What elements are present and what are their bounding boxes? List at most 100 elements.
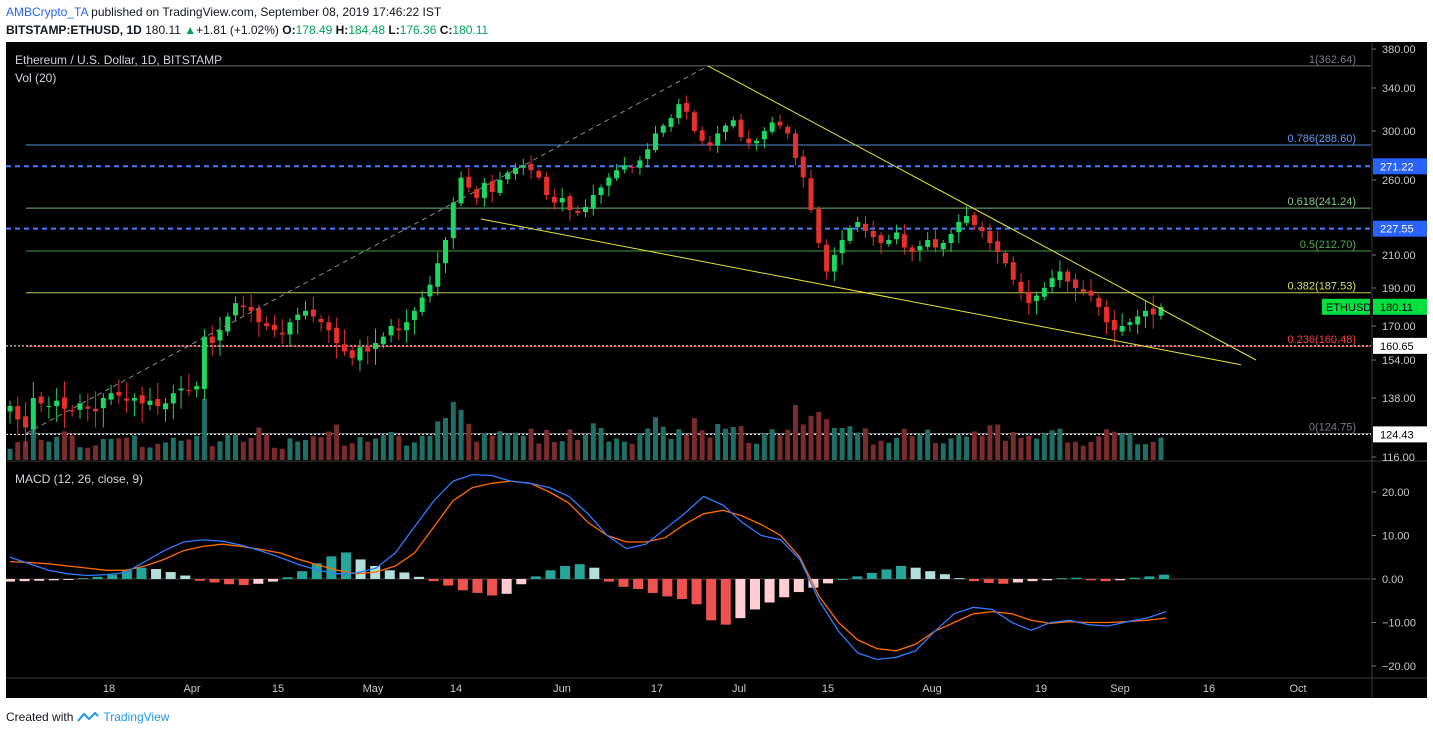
candle-body — [194, 386, 200, 390]
macd-histogram-bar — [1159, 574, 1169, 579]
time-tick-label: 16 — [1203, 683, 1215, 695]
publish-info: AMBCrypto_TA published on TradingView.co… — [6, 5, 441, 19]
candle-body — [93, 408, 99, 412]
volume-bar — [606, 441, 612, 460]
macd-histogram-bar — [1027, 579, 1038, 582]
candle-body — [474, 189, 480, 198]
price-tick-label: 170.00 — [1382, 321, 1416, 333]
volume-bar — [878, 440, 884, 460]
volume-bar — [979, 435, 985, 460]
candle-body — [295, 314, 301, 320]
macd-histogram-bar — [910, 567, 921, 579]
candle-body — [404, 322, 410, 331]
macd-histogram-bar — [384, 570, 395, 579]
ethusd-tag-label: ETHUSD — [1326, 302, 1371, 314]
chart-title: Ethereum / U.S. Dollar, 1D, BITSTAMP — [15, 53, 222, 67]
candle-body — [147, 400, 153, 405]
fib-level-label: 1(362.64) — [1309, 54, 1356, 66]
level-tag — [1373, 337, 1427, 354]
candle-body — [497, 180, 503, 193]
volume-bar — [1034, 438, 1040, 460]
volume-bar — [1119, 433, 1125, 460]
macd-histogram-bar — [282, 577, 293, 579]
close-label: C: — [439, 23, 453, 37]
volume-bar — [699, 430, 705, 460]
volume-bar — [590, 423, 596, 460]
time-tick-label: Jun — [553, 683, 571, 695]
candle-body — [715, 133, 721, 146]
candle-body — [761, 131, 767, 140]
price-tick-label: 380.00 — [1382, 44, 1416, 56]
candle-body — [909, 247, 915, 252]
volume-bar — [1142, 444, 1148, 460]
candle-body — [956, 222, 962, 233]
author-link[interactable]: AMBCrypto_TA — [6, 5, 88, 19]
volume-bar — [357, 437, 363, 460]
symbol: BITSTAMP:ETHUSD, 1D — [6, 23, 142, 37]
candle-body — [419, 297, 425, 312]
candle-body — [668, 118, 674, 127]
macd-histogram-bar — [180, 575, 191, 579]
candle-body — [1135, 316, 1141, 325]
volume-bar — [256, 427, 262, 460]
tradingview-brand[interactable]: TradingView — [103, 710, 170, 724]
candle-body — [824, 244, 830, 272]
volume-bar — [909, 436, 915, 460]
macd-histogram-bar — [969, 579, 980, 582]
macd-histogram-bar — [589, 567, 600, 579]
candle-body — [839, 240, 845, 254]
volume-bar — [746, 442, 752, 460]
macd-histogram-bar — [662, 579, 673, 597]
volume-bar — [1026, 435, 1032, 460]
candle-body — [551, 196, 557, 203]
volume-bar — [637, 433, 643, 460]
candle-body — [925, 240, 931, 247]
macd-histogram-bar — [735, 579, 746, 619]
macd-histogram-bar — [428, 579, 439, 582]
volume-bar — [792, 405, 798, 460]
macd-histogram-bar — [823, 579, 834, 584]
volume-bar — [474, 441, 480, 460]
volume-bar — [1088, 441, 1094, 460]
macd-histogram-bar — [151, 568, 162, 579]
candle-body — [256, 308, 262, 323]
volume-bar — [217, 441, 223, 460]
volume-bar — [1127, 433, 1133, 460]
volume-bar — [411, 442, 417, 460]
candle-body — [917, 246, 923, 251]
macd-tick-label: 10.00 — [1382, 531, 1410, 543]
macd-histogram-bar — [457, 579, 468, 591]
macd-histogram-bar — [92, 576, 103, 579]
volume-bar — [567, 429, 573, 460]
volume-bar — [971, 431, 977, 460]
macd-histogram-bar — [1129, 577, 1140, 579]
volume-bar — [1135, 444, 1141, 460]
volume-bar — [341, 445, 347, 460]
macd-histogram-bar — [749, 579, 760, 610]
chart-area[interactable]: 1(362.64) 0.786(288.60) 0.618(241.24) 0.5(2… — [5, 42, 1427, 698]
chart-canvas[interactable]: 1(362.64) 0.786(288.60) 0.618(241.24) 0.5(2… — [5, 42, 1427, 698]
candle-body — [248, 307, 254, 311]
volume-bar — [824, 419, 830, 460]
macd-histogram-bar — [1071, 577, 1082, 579]
macd-histogram-bar — [1115, 579, 1126, 581]
candle-body — [310, 309, 316, 317]
candle-body — [287, 322, 293, 335]
volume-bar — [481, 433, 487, 460]
candle-body — [201, 336, 207, 389]
candle-body — [964, 216, 970, 223]
volume-bar — [551, 441, 557, 460]
volume-bar — [722, 428, 728, 460]
candle-body — [800, 156, 806, 178]
macd-histogram-bar — [1042, 579, 1053, 581]
macd-histogram-bar — [779, 579, 790, 598]
candle-body — [901, 234, 907, 248]
candle-body — [621, 165, 627, 170]
candle-body — [995, 241, 1001, 252]
level-tag-label: 271.22 — [1380, 161, 1414, 173]
created-with-text: Created with — [6, 710, 74, 724]
candle-body — [1018, 281, 1024, 292]
volume-bar — [450, 401, 456, 460]
volume-bar — [443, 418, 449, 460]
candle-body — [466, 176, 472, 188]
